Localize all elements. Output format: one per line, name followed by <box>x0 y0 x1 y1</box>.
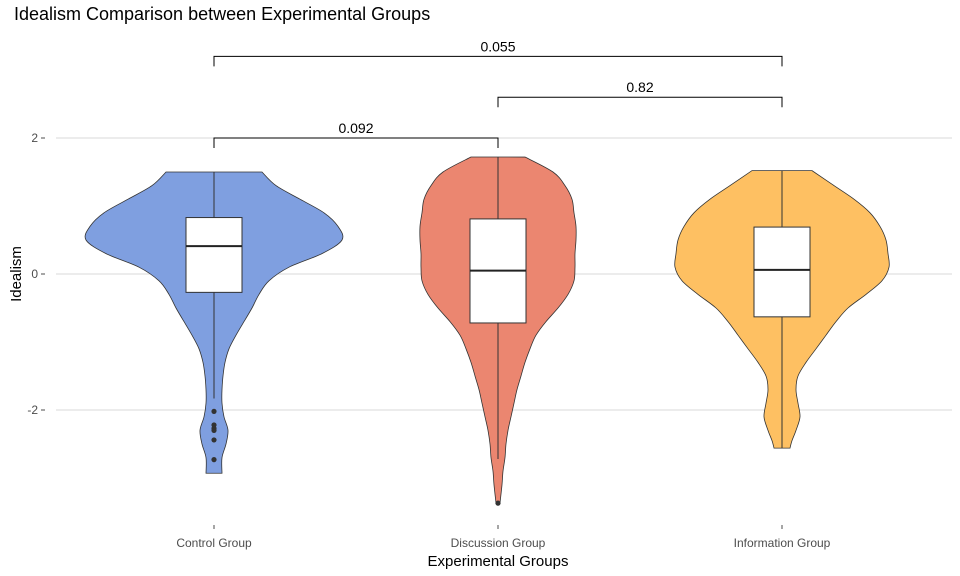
bracket <box>213 137 499 148</box>
bracket <box>213 55 783 67</box>
y-axis-title: Idealism <box>8 246 25 302</box>
p-value-label: 0.055 <box>480 38 515 54</box>
outlier-point <box>211 457 217 463</box>
axes: 2 0 -2 Control Group Discussion Group Informa… <box>27 131 830 550</box>
y-tick-label: -2 <box>27 403 38 417</box>
x-tick-label: Information Group <box>734 536 831 550</box>
outlier-point <box>211 437 217 443</box>
x-tick-label: Control Group <box>176 536 252 550</box>
outlier-point <box>211 427 217 433</box>
bracket <box>497 96 783 108</box>
p-value-label: 0.82 <box>626 79 653 95</box>
y-tick-label: 2 <box>31 131 38 145</box>
chart-title: Idealism Comparison between Experimental… <box>14 4 431 24</box>
x-tick-label: Discussion Group <box>451 536 546 550</box>
significance-brackets: 0.092 0.82 0.055 <box>213 38 783 148</box>
boxplots <box>185 157 811 506</box>
x-axis-title: Experimental Groups <box>428 553 569 570</box>
y-tick-label: 0 <box>31 267 38 281</box>
outlier-point <box>495 500 501 506</box>
box <box>185 217 243 293</box>
box <box>753 226 811 318</box>
outlier-point <box>211 408 217 414</box>
violins <box>84 156 890 504</box>
p-value-label: 0.092 <box>338 120 373 136</box>
